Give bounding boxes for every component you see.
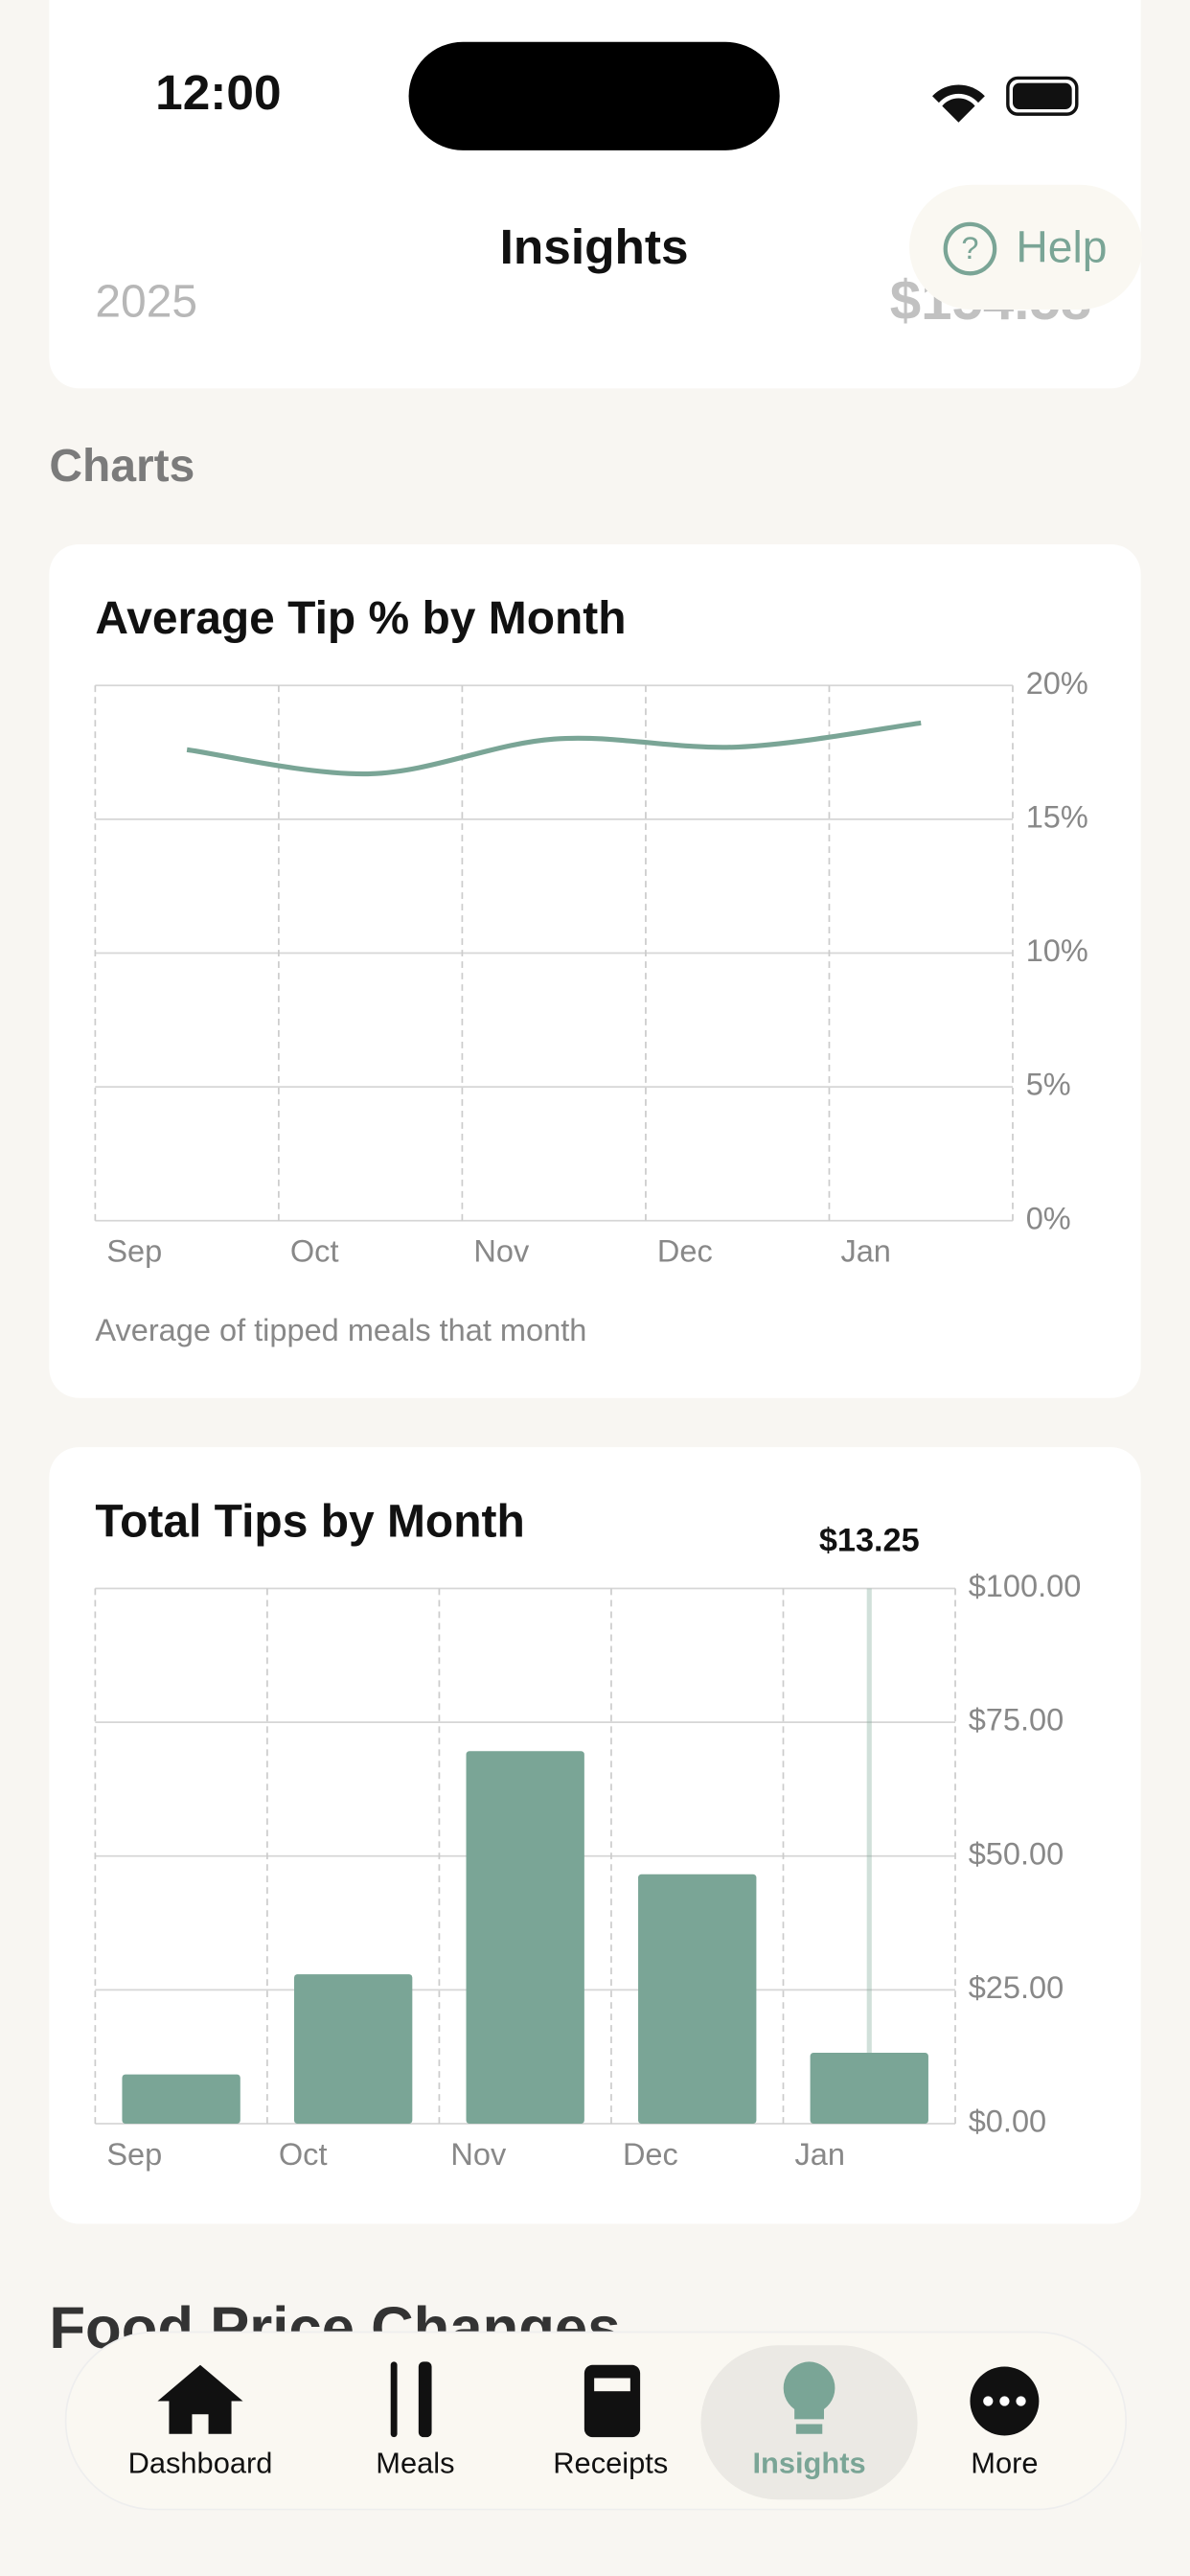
x-tick-label: Nov	[473, 1234, 530, 1269]
x-tick-label: Oct	[290, 1234, 339, 1269]
y-tick-label: $50.00	[969, 1836, 1064, 1871]
x-tick-label: Nov	[450, 2137, 507, 2172]
value-label: $13.25	[819, 1523, 920, 1559]
x-tick-label: Sep	[106, 2137, 162, 2172]
help-label[interactable]: Help	[1016, 222, 1107, 272]
x-tick-label: Oct	[279, 2137, 328, 2172]
tab-bar: Dashboard Meals Receipts Insights More	[64, 2331, 1128, 2511]
tab-label[interactable]: More	[971, 2446, 1038, 2479]
x-tick-label: Dec	[657, 1234, 713, 1269]
dynamic-island	[408, 41, 780, 150]
x-tick-label: Jan	[794, 2137, 844, 2172]
chart-title: Average Tip % by Month	[95, 593, 626, 644]
y-tick-label: $75.00	[969, 1703, 1064, 1737]
year: 2025	[95, 277, 197, 328]
tab-label[interactable]: Receipts	[553, 2446, 668, 2479]
help-icon: ?	[961, 231, 978, 265]
status-time: 12:00	[155, 64, 281, 120]
help-button[interactable]: ? Help	[909, 184, 1143, 310]
tab-highlight	[700, 2345, 918, 2500]
tab-label[interactable]: Meals	[376, 2446, 454, 2479]
y-tick-label: 20%	[1026, 666, 1088, 701]
x-tick-label: Jan	[840, 1234, 890, 1269]
tab-label[interactable]: Insights	[752, 2446, 865, 2479]
y-tick-label: 10%	[1026, 933, 1088, 968]
line-series	[186, 720, 922, 777]
bar	[466, 1751, 584, 2124]
bar	[638, 1874, 757, 2124]
y-tick-label: 5%	[1026, 1068, 1071, 1102]
chart-caption: Average of tipped meals that month	[95, 1313, 586, 1347]
y-tick-label: 0%	[1026, 1201, 1071, 1235]
page-title: Insights	[500, 218, 689, 274]
y-tick-label: 15%	[1026, 800, 1088, 835]
chart-card	[49, 543, 1141, 1398]
totals-card	[49, 0, 1141, 389]
section-title: Charts	[49, 441, 195, 492]
bar	[810, 2052, 928, 2124]
x-tick-label: Sep	[106, 1234, 162, 1269]
bar	[122, 2074, 240, 2124]
y-tick-label: $0.00	[969, 2104, 1046, 2139]
x-tick-label: Dec	[623, 2137, 678, 2172]
tab-label[interactable]: Dashboard	[128, 2446, 273, 2479]
tab-icons	[157, 2361, 1040, 2438]
bar	[293, 1974, 413, 2124]
y-tick-label: $25.00	[969, 1970, 1064, 2005]
y-tick-label: $100.00	[969, 1569, 1082, 1603]
status-icons	[932, 76, 1079, 123]
chart-title: Total Tips by Month	[95, 1496, 524, 1547]
